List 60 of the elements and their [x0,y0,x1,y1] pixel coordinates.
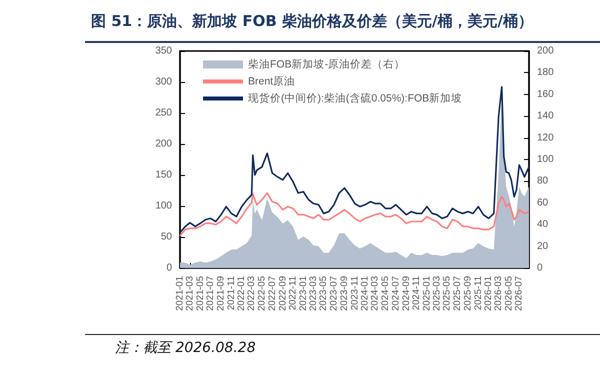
x-tick-label: 2022-03 [246,276,258,311]
y-tick-label: 250 [155,108,172,118]
y2-tick-label: 180 [537,67,554,78]
x-tick-label: 2021-05 [194,276,206,311]
text: 注：截至 2026.08.28 [85,334,600,361]
x-tick-label: 2022-07 [266,276,278,311]
x-tick-label: 2022-05 [256,276,268,311]
x-tick-label: 2025-09 [462,276,474,311]
x-tick-label: 2025-03 [431,276,442,311]
line-series [179,192,530,237]
legend-label: 柴油FOB新加坡-原油价差（右） [248,58,406,70]
x-tick-label: 2025-05 [442,276,453,311]
y2-tick-label: 40 [537,219,549,230]
x-tick-label: 2025-11 [472,276,484,310]
y-tick-label: 200 [155,138,172,150]
x-tick-label: 2021-01 [174,276,186,311]
y2-tick-label: 80 [537,176,549,187]
x-tick-label: 2025-07 [452,276,464,311]
x-tick-label: 2023-03 [308,276,319,311]
x-tick-label: 2022-09 [277,276,288,311]
x-tick-label: 2026-01 [483,276,494,311]
x-tick-label: 2024-07 [390,276,402,311]
x-tick-label: 2024-03 [370,276,381,311]
x-tick-label: 2024-05 [380,276,392,311]
y2-tick-label: 120 [537,132,554,144]
chart-title: 图 51：原油、新加坡 FOB 柴油价格及价差（美元/桶，美元/桶） [85,6,600,43]
x-tick-label: 2023-11 [349,276,360,310]
x-tick-label: 2026-03 [493,276,504,311]
x-tick-label: 2024-09 [400,276,412,311]
legend-label: Brent原油 [248,74,296,88]
x-tick-label: 2021-03 [184,276,196,311]
y-tick-label: 300 [155,76,172,88]
y2-tick-label: 60 [537,197,549,208]
x-tick-label: 2026-05 [503,276,514,311]
y-tick-label: 350 [155,46,172,56]
y2-tick-label: 100 [537,154,554,165]
x-tick-label: 2024-11 [411,276,422,310]
x-tick-label: 2022-11 [288,276,299,310]
x-tick-label: 2023-09 [338,276,350,311]
x-tick-label: 2023-07 [328,276,340,311]
y-tick-label: 100 [155,200,172,212]
x-tick-label: 2022-01 [236,276,248,311]
y2-tick-label: 0 [537,262,543,274]
x-tick-label: 2026-07 [514,276,525,311]
x-tick-label: 2023-05 [318,276,330,311]
legend-label: 现货价(中间价):柴油(含硫0.05%):FOB新加坡 [248,92,462,104]
x-tick-label: 2021-11 [226,276,237,310]
y-tick-label: 150 [155,170,172,180]
line-series [179,86,530,234]
x-tick-label: 2021-07 [205,276,216,311]
y2-tick-label: 160 [537,88,554,100]
y2-tick-label: 140 [537,110,554,122]
x-tick-label: 2025-01 [421,276,432,311]
y-tick-label: 0 [166,262,172,274]
x-tick-label: 2024-01 [360,276,371,311]
y-tick-label: 50 [160,232,172,242]
x-tick-label: 2023-01 [298,276,309,311]
y2-tick-label: 20 [537,240,549,252]
x-tick-label: 2021-09 [216,276,227,311]
y2-tick-label: 200 [537,46,554,56]
